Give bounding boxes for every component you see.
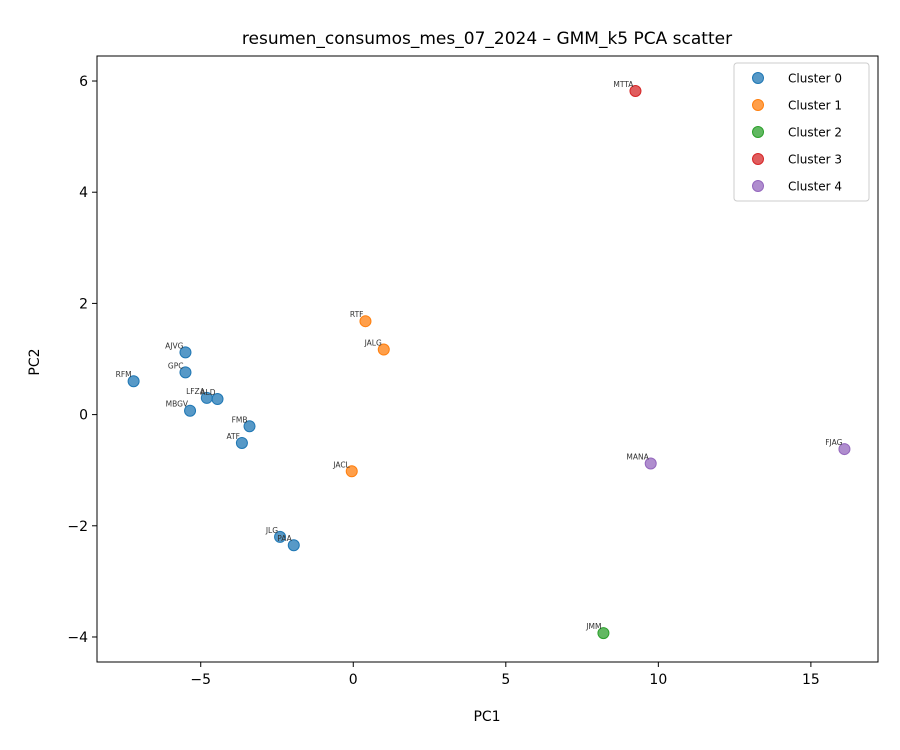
y-tick-label: 0 bbox=[79, 408, 88, 424]
chart-title: resumen_consumos_mes_07_2024 – GMM_k5 PC… bbox=[242, 29, 732, 49]
data-point bbox=[127, 375, 140, 388]
point-label: MBGV bbox=[166, 400, 189, 409]
y-tick-label: 6 bbox=[79, 74, 88, 90]
legend: Cluster 0 Cluster 1 Cluster 2 Cluster 3 Clus… bbox=[733, 62, 870, 202]
point-label: JLG bbox=[265, 526, 278, 535]
point-label: FJAG bbox=[825, 438, 842, 447]
data-point bbox=[274, 530, 287, 543]
data-point bbox=[287, 539, 300, 552]
legend-marker bbox=[752, 180, 764, 192]
point-label: AJVG bbox=[165, 341, 183, 350]
data-point bbox=[179, 346, 192, 359]
point-label: MANA bbox=[626, 453, 649, 462]
y-tick-label: −4 bbox=[67, 630, 88, 646]
data-point bbox=[644, 457, 657, 470]
legend-label: Cluster 1 bbox=[788, 99, 842, 113]
x-axis-label: PC1 bbox=[473, 709, 500, 725]
data-point bbox=[597, 627, 610, 640]
legend-label: Cluster 0 bbox=[788, 72, 842, 86]
data-point bbox=[345, 465, 358, 478]
data-point bbox=[629, 85, 642, 98]
legend-marker bbox=[752, 126, 764, 138]
y-tick-label: 2 bbox=[79, 296, 88, 312]
y-axis-label: PC2 bbox=[27, 348, 43, 375]
point-label: PAA bbox=[277, 534, 292, 543]
legend-label: Cluster 3 bbox=[788, 153, 842, 167]
x-tick-label: 5 bbox=[501, 672, 510, 688]
legend-marker bbox=[752, 99, 764, 111]
data-point bbox=[377, 343, 390, 356]
point-label: JMM bbox=[585, 622, 601, 631]
point-label: RFM bbox=[116, 370, 132, 379]
x-tick-label: −5 bbox=[190, 672, 211, 688]
point-label: RTF bbox=[350, 310, 364, 319]
point-label: LFZA bbox=[186, 387, 206, 396]
data-point bbox=[184, 404, 197, 417]
data-point bbox=[235, 436, 248, 449]
legend-box bbox=[733, 62, 870, 202]
x-tick-label: 15 bbox=[802, 672, 820, 688]
x-tick-label: 10 bbox=[649, 672, 667, 688]
point-label: GPC bbox=[168, 361, 184, 370]
point-label: ATF bbox=[226, 432, 239, 441]
legend-marker bbox=[752, 72, 764, 84]
point-label: ALD bbox=[200, 388, 215, 397]
point-label: JALG bbox=[364, 339, 382, 348]
data-point bbox=[838, 443, 851, 456]
data-point bbox=[179, 366, 192, 379]
y-tick-label: 4 bbox=[79, 185, 88, 201]
legend-marker bbox=[752, 153, 764, 165]
x-tick-label: 0 bbox=[349, 672, 358, 688]
data-point bbox=[211, 393, 224, 406]
point-label: MTTA bbox=[613, 80, 634, 89]
axes-frame bbox=[96, 55, 879, 663]
point-label: JACL bbox=[332, 460, 350, 469]
data-point bbox=[243, 420, 256, 433]
data-point bbox=[359, 315, 372, 328]
point-label: FMB bbox=[232, 415, 248, 424]
legend-label: Cluster 4 bbox=[788, 180, 842, 194]
legend-label: Cluster 2 bbox=[788, 126, 842, 140]
y-tick-label: −2 bbox=[67, 519, 88, 535]
